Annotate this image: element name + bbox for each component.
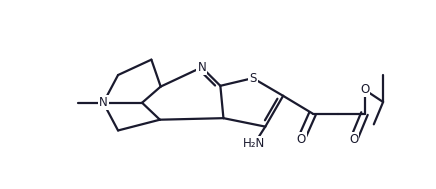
Text: N: N [198,61,206,74]
Text: O: O [349,133,358,146]
Text: O: O [360,83,369,96]
Text: S: S [249,72,257,85]
Text: O: O [296,133,306,146]
Text: H₂N: H₂N [243,137,266,150]
Text: N: N [99,96,108,109]
